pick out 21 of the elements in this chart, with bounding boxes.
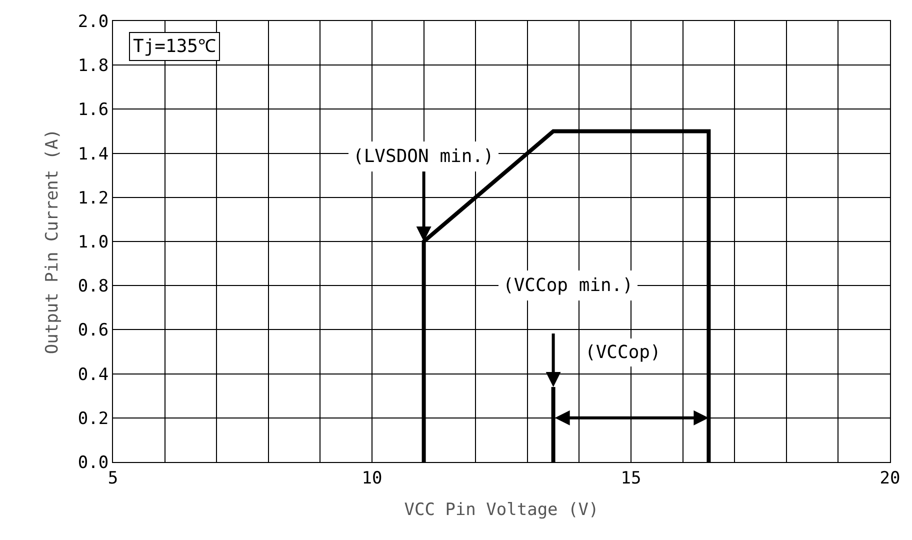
y-tick-label: 1.2 [78,188,109,208]
y-tick-label: 1.8 [78,56,109,76]
y-tick-label: 0.0 [78,452,109,473]
y-tick-label: 1.0 [78,232,109,252]
y-tick-label: 1.6 [78,100,109,120]
y-axis-title: Output Pin Current (A) [42,128,62,354]
y-tick-label: 0.6 [78,320,109,341]
y-tick-label: 2.0 [78,12,109,32]
x-tick-label: 5 [108,468,118,488]
annotation: Tj=135℃ [133,36,216,57]
x-tick-label: 15 [620,468,642,488]
y-tick-label: 1.4 [78,144,109,164]
x-axis-title: VCC Pin Voltage (V) [404,500,599,520]
y-tick-label: 0.4 [78,364,109,385]
annotation: (VCCop) [585,342,661,363]
y-tick-label: 0.8 [78,276,109,297]
annotation: (LVSDON min.) [353,146,494,167]
x-tick-label: 20 [880,468,900,488]
annotation: (VCCop min.) [503,275,634,296]
x-tick-label: 10 [362,468,382,488]
y-tick-label: 0.2 [78,408,109,429]
